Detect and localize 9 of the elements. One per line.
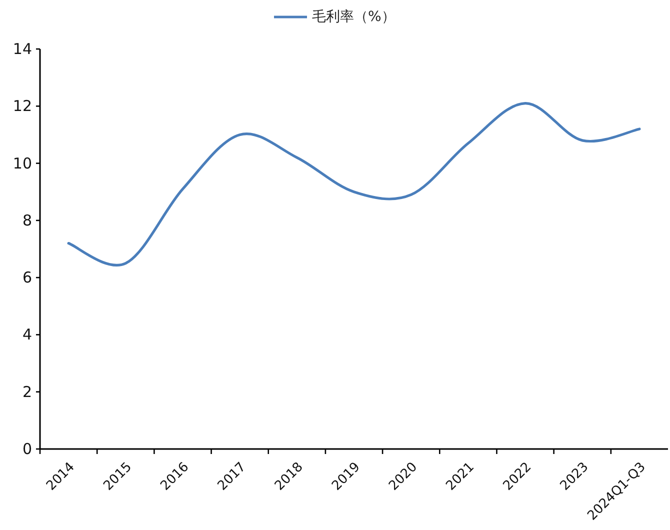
y-tick-label: 2 [22, 382, 32, 401]
legend-label: 毛利率（%） [312, 9, 396, 25]
y-tick-label: 8 [22, 211, 32, 230]
y-tick-label: 12 [12, 97, 32, 116]
y-tick-label: 10 [12, 154, 32, 172]
y-tick-label: 4 [22, 326, 32, 344]
y-tick-label: 0 [22, 440, 32, 458]
y-tick-label: 14 [12, 40, 32, 58]
y-tick-label: 6 [22, 268, 32, 287]
